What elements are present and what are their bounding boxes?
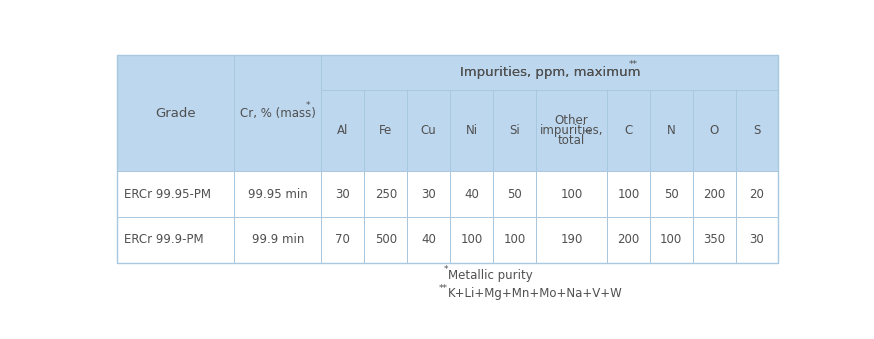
Bar — [450, 217, 493, 263]
Bar — [322, 90, 364, 171]
Bar — [536, 171, 607, 217]
Bar — [364, 171, 407, 217]
Bar — [607, 171, 649, 217]
Text: 20: 20 — [750, 187, 765, 201]
Bar — [234, 171, 322, 217]
Text: Impurities, ppm, maximum: Impurities, ppm, maximum — [460, 66, 641, 79]
Text: 100: 100 — [617, 187, 640, 201]
Text: Si: Si — [509, 124, 520, 137]
Bar — [407, 217, 450, 263]
Bar — [364, 217, 407, 263]
Text: *: * — [306, 101, 310, 110]
Text: Cr, % (mass): Cr, % (mass) — [239, 107, 316, 120]
Bar — [117, 217, 234, 263]
Text: 250: 250 — [375, 187, 397, 201]
Text: 40: 40 — [464, 187, 479, 201]
Text: C: C — [624, 124, 633, 137]
Text: **: ** — [439, 284, 448, 293]
Text: 30: 30 — [421, 187, 436, 201]
Text: 190: 190 — [560, 233, 583, 246]
Bar — [649, 90, 693, 171]
Bar — [407, 171, 450, 217]
Bar — [736, 90, 779, 171]
Text: 200: 200 — [617, 233, 640, 246]
Text: ERCr 99.95-PM: ERCr 99.95-PM — [124, 187, 212, 201]
Bar — [117, 55, 234, 171]
Text: Impurities, ppm, maximum: Impurities, ppm, maximum — [460, 66, 641, 79]
Bar — [407, 90, 450, 171]
Text: 500: 500 — [375, 233, 397, 246]
Text: Other: Other — [554, 114, 588, 127]
Text: 99.95 min: 99.95 min — [248, 187, 308, 201]
Text: O: O — [710, 124, 718, 137]
Text: 200: 200 — [703, 187, 725, 201]
Text: Metallic purity: Metallic purity — [448, 269, 532, 282]
Text: 30: 30 — [750, 233, 765, 246]
Text: 50: 50 — [664, 187, 678, 201]
Bar — [493, 171, 536, 217]
Text: 100: 100 — [660, 233, 683, 246]
Bar — [493, 90, 536, 171]
Text: impurities,: impurities, — [539, 124, 603, 137]
Text: 70: 70 — [336, 233, 350, 246]
Text: total: total — [558, 134, 585, 147]
Bar — [649, 171, 693, 217]
Bar — [493, 217, 536, 263]
Bar — [536, 217, 607, 263]
Text: 50: 50 — [507, 187, 522, 201]
Text: *: * — [443, 265, 448, 274]
Bar — [693, 171, 736, 217]
Text: 99.9 min: 99.9 min — [252, 233, 304, 246]
Text: Ni: Ni — [466, 124, 478, 137]
Bar — [117, 171, 234, 217]
Bar — [117, 55, 779, 263]
Text: **: ** — [628, 60, 637, 69]
Bar — [536, 90, 607, 171]
Bar — [364, 90, 407, 171]
Text: 100: 100 — [461, 233, 482, 246]
Bar — [693, 90, 736, 171]
Bar — [234, 217, 322, 263]
Bar — [450, 90, 493, 171]
Bar — [736, 217, 779, 263]
Bar — [607, 90, 649, 171]
Text: N: N — [667, 124, 676, 137]
Text: Grade: Grade — [156, 107, 196, 120]
Bar — [322, 55, 779, 90]
Bar — [649, 217, 693, 263]
Text: S: S — [753, 124, 760, 137]
Bar — [607, 217, 649, 263]
Text: 40: 40 — [421, 233, 436, 246]
Text: ERCr 99.9-PM: ERCr 99.9-PM — [124, 233, 204, 246]
Text: Cu: Cu — [420, 124, 437, 137]
Text: 100: 100 — [503, 233, 525, 246]
Text: **: ** — [584, 129, 593, 138]
Text: Al: Al — [337, 124, 349, 137]
Bar — [736, 171, 779, 217]
Bar — [322, 171, 364, 217]
Text: 30: 30 — [336, 187, 350, 201]
Bar — [322, 217, 364, 263]
Text: K+Li+Mg+Mn+Mo+Na+V+W: K+Li+Mg+Mn+Mo+Na+V+W — [448, 287, 622, 300]
Bar — [234, 55, 322, 171]
Bar — [693, 217, 736, 263]
Text: Fe: Fe — [379, 124, 392, 137]
Bar — [450, 171, 493, 217]
Text: 350: 350 — [703, 233, 725, 246]
Text: 100: 100 — [560, 187, 583, 201]
